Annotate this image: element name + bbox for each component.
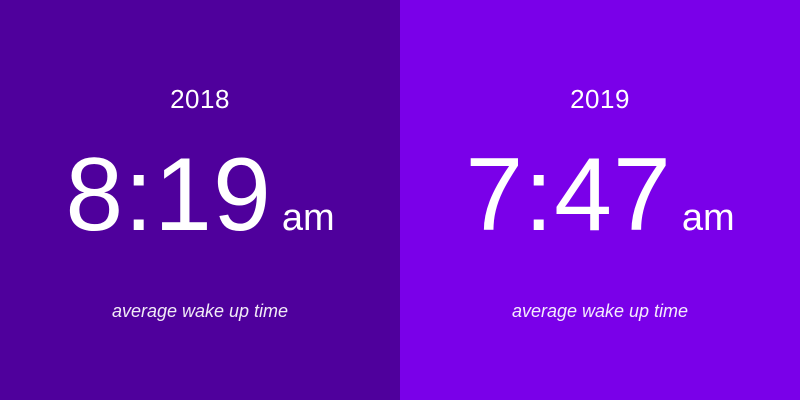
panel-2018: 2018 8:19 am average wake up time: [0, 0, 400, 400]
wake-time: 8:19 am: [0, 143, 400, 247]
wake-time: 7:47 am: [400, 143, 800, 247]
caption: average wake up time: [511, 301, 689, 321]
caption: average wake up time: [111, 301, 289, 321]
time-value: 7:47: [465, 137, 672, 253]
panel-2019: 2019 7:47 am average wake up time: [400, 0, 800, 400]
time-suffix: am: [281, 197, 335, 239]
time-suffix: am: [681, 197, 735, 239]
time-value: 8:19: [65, 137, 272, 253]
year-label: 2018: [170, 84, 230, 114]
year-label: 2019: [570, 84, 630, 114]
